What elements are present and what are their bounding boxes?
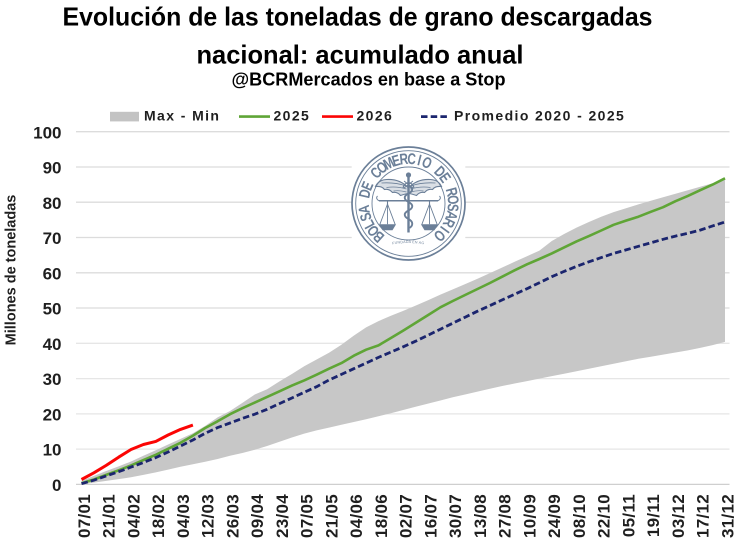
svg-text:03/12: 03/12 xyxy=(669,494,688,538)
svg-text:09/04: 09/04 xyxy=(248,494,267,538)
svg-text:R: R xyxy=(399,150,409,168)
svg-text:30: 30 xyxy=(43,370,62,389)
svg-text:05/11: 05/11 xyxy=(619,494,638,537)
svg-text:2026: 2026 xyxy=(357,107,394,123)
svg-text:40: 40 xyxy=(43,335,62,354)
svg-text:0: 0 xyxy=(52,476,61,495)
svg-text:90: 90 xyxy=(43,159,62,178)
svg-text:10/09: 10/09 xyxy=(520,494,539,538)
svg-text:04/02: 04/02 xyxy=(124,494,143,538)
svg-text:100: 100 xyxy=(33,123,61,142)
svg-text:24/09: 24/09 xyxy=(545,494,564,538)
svg-text:07/01: 07/01 xyxy=(75,494,94,538)
svg-text:16/07: 16/07 xyxy=(421,494,440,538)
svg-text:80: 80 xyxy=(43,194,62,213)
svg-text:2025: 2025 xyxy=(274,107,311,123)
svg-text:Promedio 2020 - 2025: Promedio 2020 - 2025 xyxy=(454,107,625,123)
svg-text:S: S xyxy=(444,203,462,212)
svg-text:04/06: 04/06 xyxy=(347,494,366,538)
svg-text:D: D xyxy=(356,187,374,199)
svg-text:A: A xyxy=(355,204,373,215)
svg-text:21/05: 21/05 xyxy=(322,494,341,538)
svg-text:18/06: 18/06 xyxy=(372,494,391,538)
svg-text:13/08: 13/08 xyxy=(471,494,490,538)
svg-text:08/10: 08/10 xyxy=(570,494,589,538)
svg-text:18/02: 18/02 xyxy=(149,494,168,538)
svg-text:@BCRMercados en base a Stop: @BCRMercados en base a Stop xyxy=(232,70,506,90)
svg-text:O: O xyxy=(444,195,462,206)
svg-text:31/12: 31/12 xyxy=(718,494,737,538)
svg-text:07/05: 07/05 xyxy=(298,494,317,538)
svg-text:I: I xyxy=(416,152,423,169)
svg-text:04/03: 04/03 xyxy=(174,494,193,538)
svg-text:23/04: 23/04 xyxy=(273,494,292,538)
svg-text:17/12: 17/12 xyxy=(694,494,713,538)
svg-text:30/07: 30/07 xyxy=(446,494,465,538)
svg-text:19/11: 19/11 xyxy=(644,494,663,537)
svg-text:Evolución de las toneladas de: Evolución de las toneladas de grano desc… xyxy=(63,2,653,32)
svg-text:26/03: 26/03 xyxy=(223,494,242,538)
svg-text:10: 10 xyxy=(43,441,62,460)
svg-text:50: 50 xyxy=(43,300,62,319)
svg-text:22/10: 22/10 xyxy=(595,494,614,538)
svg-text:Max - Min: Max - Min xyxy=(144,107,220,123)
svg-text:21/01: 21/01 xyxy=(100,494,119,538)
svg-text:20: 20 xyxy=(43,406,62,425)
svg-text:nacional: acumulado anual: nacional: acumulado anual xyxy=(197,40,524,70)
svg-text:60: 60 xyxy=(43,264,62,283)
svg-text:70: 70 xyxy=(43,229,62,248)
svg-text:27/08: 27/08 xyxy=(496,494,515,538)
svg-text:12/03: 12/03 xyxy=(199,494,218,538)
svg-text:C: C xyxy=(407,150,417,167)
svg-text:Millones de toneladas: Millones de toneladas xyxy=(4,195,20,346)
svg-text:02/07: 02/07 xyxy=(397,494,416,538)
